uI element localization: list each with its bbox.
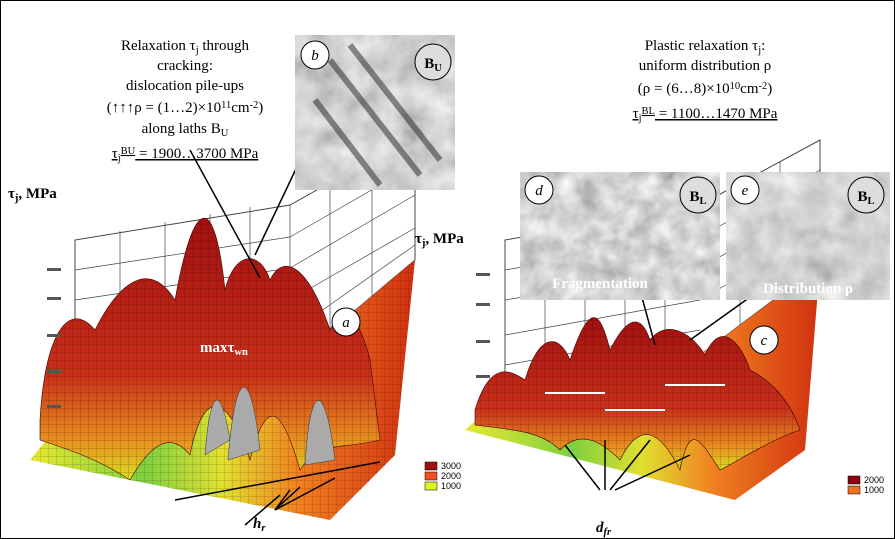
panel-letter: e [742,183,749,199]
text-part: (↑↑↑ρ = (1…2)×10 [107,100,221,116]
text-part: cm [231,100,250,116]
text-part: -2 [250,100,259,111]
note-line: uniform distribution ρ [639,58,771,74]
panel-c: c [750,326,778,354]
figure: b BU d BL Fragmentation e BL Distributio… [0,0,895,539]
text-part: L [868,196,875,207]
note-line: (ρ = (6…8)×1010cm-2) [638,81,772,97]
text-part: cracking: [157,58,213,74]
text-part: BU [121,146,136,157]
text-part: -2 [758,81,767,92]
text-part: cm [740,81,759,97]
text-part: : [761,38,765,54]
micrograph-b: b BU [295,35,455,190]
note-line: Plastic relaxation τj: [645,38,766,56]
note-line: cracking: [157,58,213,74]
text-part: (ρ = (6…8)×10 [638,81,730,97]
text-part: 10 [730,81,741,92]
left-legend: 3000 2000 1000 [425,461,461,491]
micrograph-e: e BL Distribution ρ [726,172,890,300]
note-line: (↑↑↑ρ = (1…2)×1011cm-2) [107,100,264,116]
text-part: B [857,189,867,205]
text-part: h [253,516,261,532]
legend-label: 2000 [441,471,461,481]
text-part: 11 [221,100,231,111]
text-part: uniform distribution ρ [639,58,771,74]
text-part: through [199,38,250,54]
text-part: wn [234,347,248,358]
text-part: U [221,128,229,139]
panel-letter: a [342,315,350,331]
micrograph-d: d BL Fragmentation [520,172,720,300]
text-part: along laths B [142,121,221,137]
text-part: Plastic relaxation τ [645,38,759,54]
text-part: B [689,189,699,205]
text-part: fr [604,527,612,538]
legend-label: 1000 [864,485,884,495]
panel-caption: Fragmentation [552,276,648,292]
text-part: ) [767,81,772,97]
legend-label: 3000 [441,461,461,471]
text-part: BL [642,106,655,117]
text-part: ) [258,100,263,116]
text-part: B [424,56,434,72]
text-part: , MPa [425,231,464,247]
note-line: τjBL = 1100…1470 MPa [633,106,778,124]
right-note: Plastic relaxation τj: uniform distribut… [633,38,778,124]
text-part: max [200,340,228,356]
panel-caption: Distribution ρ [763,281,853,297]
panel-a: a [332,308,360,336]
note-line: along laths BU [142,121,229,139]
note-line: Relaxation τj through [121,38,250,56]
text-part: L [700,196,707,207]
legend-label: 1000 [441,481,461,491]
panel-letter: d [535,183,543,199]
text-part: = 1100…1470 MPa [655,106,778,122]
text-part: , MPa [18,186,57,202]
text-part: Relaxation τ [121,38,196,54]
legend-label: 2000 [864,475,884,485]
text-part: U [434,63,442,74]
panel-letter: b [311,48,319,64]
text-part: dislocation pile-ups [126,78,244,94]
text-part: = 1900…3700 MPa [135,146,258,162]
note-line: dislocation pile-ups [126,78,244,94]
panel-letter: c [761,333,768,349]
